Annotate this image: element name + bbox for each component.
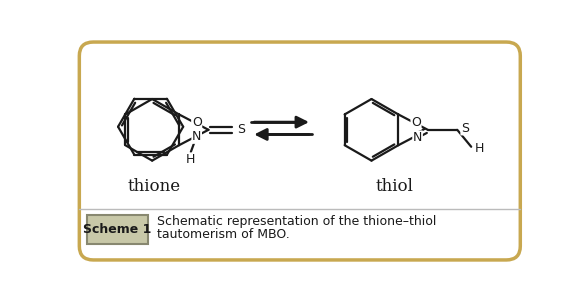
Text: S: S	[237, 123, 245, 136]
Text: N: N	[413, 131, 422, 144]
Text: thione: thione	[128, 178, 181, 195]
FancyBboxPatch shape	[87, 214, 147, 244]
Text: O: O	[411, 116, 421, 129]
Text: thiol: thiol	[376, 178, 414, 195]
Text: O: O	[192, 116, 202, 129]
Text: S: S	[461, 122, 469, 135]
Text: H: H	[474, 142, 484, 155]
Text: tautomerism of MBO.: tautomerism of MBO.	[157, 228, 290, 241]
Text: H: H	[186, 153, 195, 166]
Text: Schematic representation of the thione–thiol: Schematic representation of the thione–t…	[157, 215, 436, 228]
Text: Scheme 1: Scheme 1	[83, 223, 152, 236]
FancyBboxPatch shape	[80, 42, 520, 260]
Text: N: N	[192, 130, 201, 143]
